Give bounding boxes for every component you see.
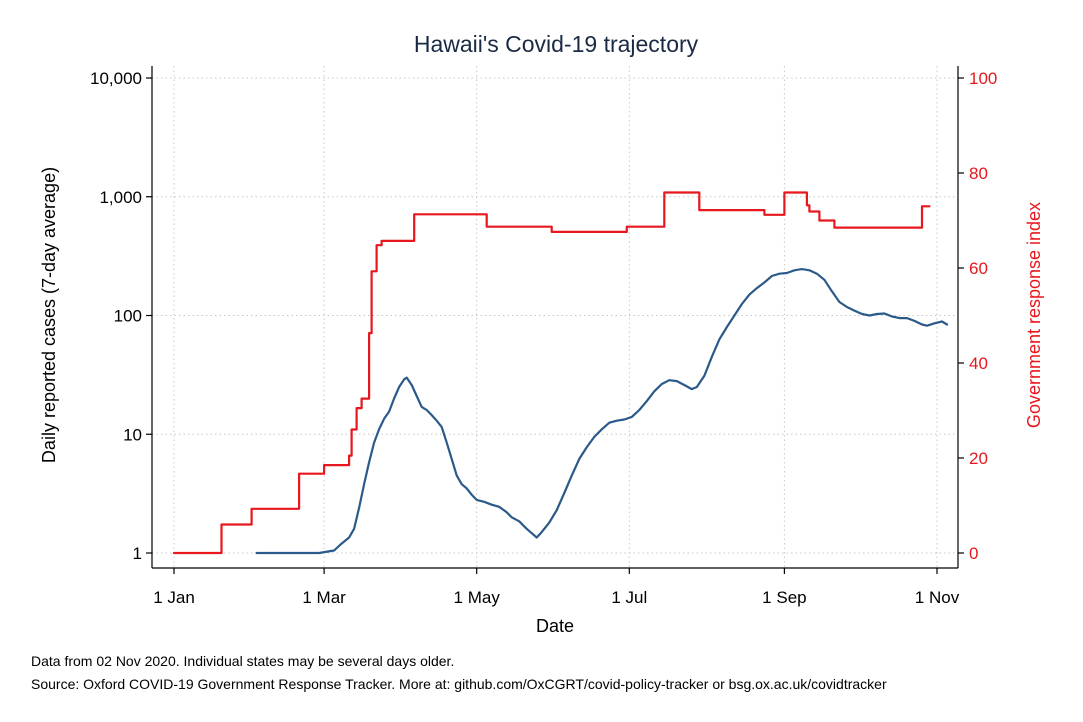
y-left-tick-label: 1,000 <box>99 188 142 207</box>
source-note: Source: Oxford COVID-19 Government Respo… <box>31 676 887 692</box>
x-tick-label: 1 May <box>454 588 501 607</box>
x-tick-label: 1 Jan <box>153 588 195 607</box>
y-right-tick-label: 100 <box>969 69 997 88</box>
cases-line <box>255 268 949 555</box>
y-left-tick-label: 10 <box>123 425 142 444</box>
y-right-tick-label: 40 <box>969 354 988 373</box>
x-axis-label: Date <box>536 616 574 636</box>
y-right-tick-label: 0 <box>969 544 978 563</box>
y-left-tick-label: 10,000 <box>90 69 142 88</box>
chart: 1 10 100 1,000 10,000 0 20 40 60 80 100 1 Jan 1 Mar 1… <box>0 0 1083 640</box>
tick-labels: 1 10 100 1,000 10,000 0 20 40 60 80 100 1 Jan 1 Mar 1… <box>90 69 997 607</box>
y-axis-label-right: Government response index <box>1024 202 1044 428</box>
chart-title: Hawaii's Covid-19 trajectory <box>414 31 699 57</box>
chart-background <box>0 0 1083 640</box>
x-tick-label: 1 Sep <box>762 588 806 607</box>
x-tick-label: 1 Mar <box>302 588 346 607</box>
x-tick-label: 1 Jul <box>611 588 647 607</box>
y-left-tick-label: 100 <box>114 307 142 326</box>
data-date-note: Data from 02 Nov 2020. Individual states… <box>31 653 455 669</box>
series-lines <box>172 191 949 555</box>
response-index-line <box>172 191 931 555</box>
y-axis-label-left: Daily reported cases (7-day average) <box>39 167 59 463</box>
y-left-tick-label: 1 <box>133 544 142 563</box>
x-tick-label: 1 Nov <box>915 588 960 607</box>
axes <box>146 66 964 574</box>
y-right-tick-label: 20 <box>969 449 988 468</box>
y-right-tick-label: 60 <box>969 259 988 278</box>
y-right-tick-label: 80 <box>969 164 988 183</box>
gridlines <box>152 66 958 568</box>
